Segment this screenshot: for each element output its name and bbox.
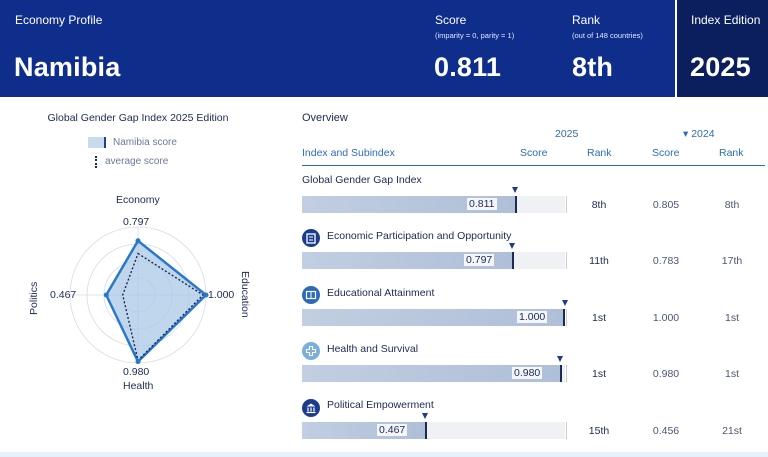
rank-current: 11th <box>589 255 609 267</box>
score-bar-value: 1.000 <box>517 311 548 323</box>
header-divider <box>302 165 765 166</box>
score-bar-value: 0.811 <box>467 198 497 210</box>
score-bar-value: 0.797 <box>464 254 495 266</box>
column-separator <box>566 252 567 269</box>
score-label: Score <box>435 13 467 27</box>
radar-title: Global Gender Gap Index 2025 Edition <box>47 112 229 124</box>
score-bar-fill <box>302 196 515 213</box>
politics-icon <box>302 399 320 417</box>
country-name: Namibia <box>14 52 121 82</box>
row-title-health: Health and Survival <box>327 343 419 355</box>
axis-education-name: Education <box>239 271 251 318</box>
axis-health-name: Health <box>123 380 154 392</box>
rank-current: 1st <box>591 312 606 324</box>
score-previous: 0.783 <box>652 255 680 267</box>
legend-country-label: Namibia score <box>113 137 177 148</box>
edition-label: Index Edition <box>691 13 761 27</box>
year-previous[interactable]: ▾ 2024 <box>683 128 715 140</box>
rank-previous: 8th <box>724 199 740 211</box>
radar-point-education <box>203 292 209 298</box>
score-bar: 0.980 <box>302 365 565 382</box>
rank-current: 1st <box>591 368 606 380</box>
radar-point-economy <box>135 238 141 244</box>
radar-point-politics <box>103 292 109 298</box>
score-bar: 0.467 <box>302 422 565 439</box>
col-index-header: Index and Subindex <box>302 147 395 159</box>
score-sublabel: (imparity = 0, parity = 1) <box>435 31 515 40</box>
score-bar: 0.811 <box>302 196 565 213</box>
score-previous: 0.456 <box>652 425 680 437</box>
col-rank-prev-header: Rank <box>719 147 744 159</box>
rank-current: 15th <box>588 425 610 437</box>
axis-economy-value: 0.797 <box>123 216 150 228</box>
score-previous: 1.000 <box>652 312 680 324</box>
radar-chart <box>69 226 209 365</box>
score-pointer <box>422 413 428 419</box>
rank-current: 8th <box>591 199 607 211</box>
score-bar-value: 0.467 <box>377 424 408 436</box>
legend-country-swatch <box>88 137 106 148</box>
profile-header: Economy Profile Namibia Score (imparity … <box>0 0 768 97</box>
radar-point-health <box>135 359 141 365</box>
score-pointer <box>557 356 563 362</box>
legend-average-swatch <box>95 156 97 168</box>
score-bar-marker <box>425 422 427 439</box>
score-previous: 0.980 <box>652 368 680 380</box>
score-bar-marker <box>512 252 514 269</box>
col-score-prev-header: Score <box>652 147 680 159</box>
score-bar-fill <box>302 252 512 269</box>
rank-label: Rank <box>572 13 601 27</box>
edition-value: 2025 <box>690 52 751 82</box>
rank-value: 8th <box>572 52 614 82</box>
radar-points <box>103 238 209 365</box>
score-value: 0.811 <box>434 52 502 82</box>
score-pointer <box>509 243 515 249</box>
col-rank-header: Rank <box>587 147 612 159</box>
row-title-economy: Economic Participation and Opportunity <box>327 230 512 242</box>
col-score-header: Score <box>520 147 548 159</box>
axis-education-value: 1.000 <box>208 289 235 301</box>
score-bar-marker <box>515 196 517 213</box>
axis-economy-name: Economy <box>116 194 160 206</box>
rank-previous: 17th <box>721 255 743 267</box>
legend-average-label: average score <box>105 156 169 167</box>
rank-previous: 21st <box>722 425 742 437</box>
score-bar-fill <box>302 309 565 326</box>
score-bar: 0.797 <box>302 252 565 269</box>
overview-heading: Overview <box>302 112 348 124</box>
health-icon <box>302 342 320 360</box>
row-title-ggi: Global Gender Gap Index <box>302 174 422 186</box>
column-separator <box>566 196 567 213</box>
edition-box: Index Edition 2025 <box>675 0 768 97</box>
axis-politics-value: 0.467 <box>50 289 77 301</box>
score-bar-marker <box>563 309 565 326</box>
rank-previous: 1st <box>724 368 739 380</box>
economy-icon <box>302 229 320 247</box>
column-separator <box>566 365 567 382</box>
score-bar-fill <box>302 365 560 382</box>
row-title-education: Educational Attainment <box>327 287 435 299</box>
axis-health-value: 0.980 <box>123 366 150 378</box>
axis-politics-name: Politics <box>28 281 40 315</box>
education-icon <box>302 286 320 304</box>
year-current: 2025 <box>555 128 579 140</box>
score-bar-marker <box>560 365 562 382</box>
column-separator <box>566 422 567 439</box>
column-separator <box>566 309 567 326</box>
score-bar-value: 0.980 <box>512 367 543 379</box>
score-pointer <box>562 300 568 306</box>
rank-previous: 1st <box>724 312 739 324</box>
rank-sublabel: (out of 148 countries) <box>572 31 643 40</box>
score-pointer <box>512 187 518 193</box>
score-bar: 1.000 <box>302 309 565 326</box>
bottom-strip <box>0 452 768 457</box>
row-title-politics: Political Empowerment <box>327 399 434 411</box>
score-previous: 0.805 <box>652 199 680 211</box>
profile-label: Economy Profile <box>15 13 103 27</box>
